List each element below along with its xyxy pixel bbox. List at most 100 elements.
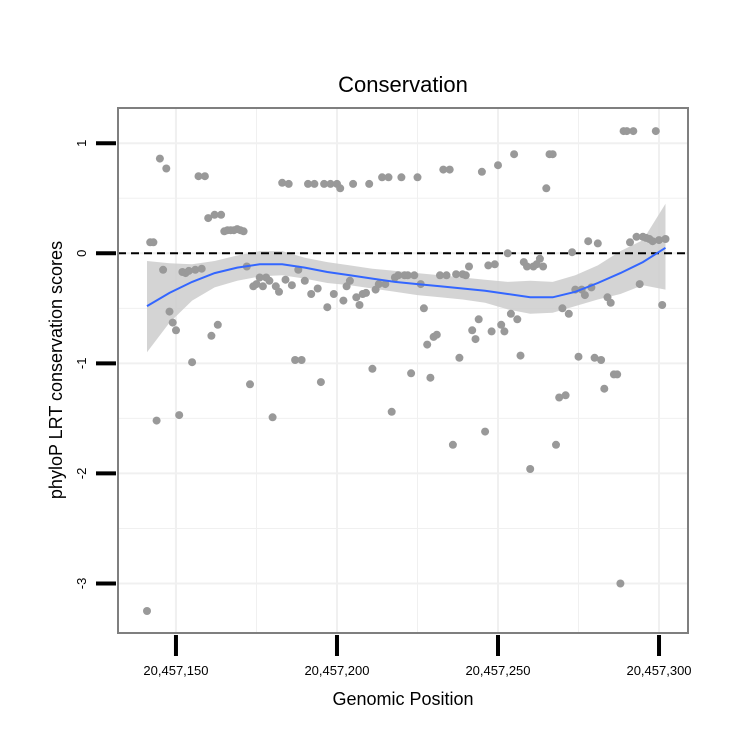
data-point <box>403 271 412 280</box>
data-point <box>500 327 509 336</box>
y-axis-label: phyloP LRT conservation scores <box>46 241 66 499</box>
chart-title: Conservation <box>338 72 468 97</box>
data-point <box>336 184 345 193</box>
data-point <box>516 351 525 360</box>
data-point <box>481 427 490 436</box>
data-point <box>477 167 486 176</box>
data-point <box>307 290 316 298</box>
data-point <box>246 380 254 389</box>
data-point <box>175 411 184 420</box>
smooth-trend-line <box>146 246 667 307</box>
x-axis: 20,457,150 20,457,200 20,457,250 20,457,300 <box>143 635 692 678</box>
data-point <box>539 262 548 271</box>
data-point <box>436 271 444 280</box>
data-point <box>197 264 206 273</box>
data-point <box>487 327 496 336</box>
data-point <box>523 262 531 271</box>
data-point <box>568 248 577 257</box>
plot-border <box>117 107 689 634</box>
data-point <box>394 271 403 280</box>
y-tick-label: 1 <box>74 140 89 147</box>
data-point <box>258 282 267 291</box>
data-point <box>188 358 197 367</box>
data-point <box>597 356 606 364</box>
data-point <box>426 373 435 382</box>
data-point <box>590 353 599 362</box>
data-point <box>339 296 348 305</box>
data-point <box>468 326 477 335</box>
data-point <box>384 173 393 182</box>
data-point <box>542 184 551 193</box>
data-point <box>506 309 515 318</box>
plot-panel <box>118 108 688 633</box>
data-point <box>149 238 158 247</box>
data-point <box>513 315 522 324</box>
data-point <box>413 173 422 182</box>
data-point <box>558 304 567 313</box>
data-point <box>593 239 602 248</box>
data-point <box>574 352 583 361</box>
data-point <box>159 265 168 274</box>
data-point <box>535 254 544 263</box>
data-point <box>362 288 370 297</box>
data-point <box>616 579 625 588</box>
data-point <box>484 261 493 270</box>
data-point <box>304 179 312 188</box>
data-point <box>600 384 609 393</box>
data-point <box>432 330 441 339</box>
x-tick-label: 20,457,150 <box>143 663 208 678</box>
data-point <box>629 127 638 136</box>
data-point <box>658 301 667 309</box>
data-point <box>461 271 470 280</box>
data-point <box>217 210 226 219</box>
data-point <box>474 315 483 324</box>
data-point <box>397 173 406 182</box>
data-point <box>661 235 670 243</box>
data-point <box>552 440 560 449</box>
data-point <box>374 280 383 289</box>
data-point <box>291 356 300 364</box>
data-point <box>172 326 180 335</box>
data-point <box>278 178 287 187</box>
data-point <box>352 293 361 302</box>
data-point <box>152 416 161 425</box>
y-tick-label: -3 <box>74 578 89 590</box>
data-point <box>510 150 519 159</box>
data-point <box>465 262 473 271</box>
data-point <box>323 303 332 312</box>
data-point <box>320 179 329 188</box>
data-point <box>287 281 296 290</box>
data-point <box>471 335 480 344</box>
data-point <box>365 179 374 188</box>
data-point <box>387 407 396 416</box>
data-point <box>213 320 222 329</box>
y-tick-label: -1 <box>74 358 89 370</box>
y-tick-label: -2 <box>74 468 89 480</box>
data-point <box>655 236 663 245</box>
data-point <box>194 172 203 181</box>
data-point <box>490 260 499 269</box>
data-point <box>200 172 209 181</box>
data-point <box>168 318 177 327</box>
data-point <box>448 440 457 449</box>
data-point <box>255 273 264 282</box>
data-point <box>297 356 306 364</box>
data-point <box>651 127 660 136</box>
data-point <box>239 227 248 236</box>
x-tick-label: 20,457,250 <box>465 663 530 678</box>
data-point <box>349 179 358 188</box>
data-point <box>284 179 293 188</box>
data-point <box>355 301 364 309</box>
data-point <box>155 154 164 163</box>
data-point <box>275 287 283 296</box>
data-point <box>210 210 219 219</box>
data-point <box>503 249 512 258</box>
data-point <box>381 280 390 289</box>
data-point <box>445 165 454 174</box>
data-points <box>143 127 670 615</box>
data-point <box>613 370 622 379</box>
data-point <box>626 238 634 247</box>
data-point <box>204 214 213 223</box>
data-point <box>316 378 325 387</box>
data-point <box>326 179 335 188</box>
